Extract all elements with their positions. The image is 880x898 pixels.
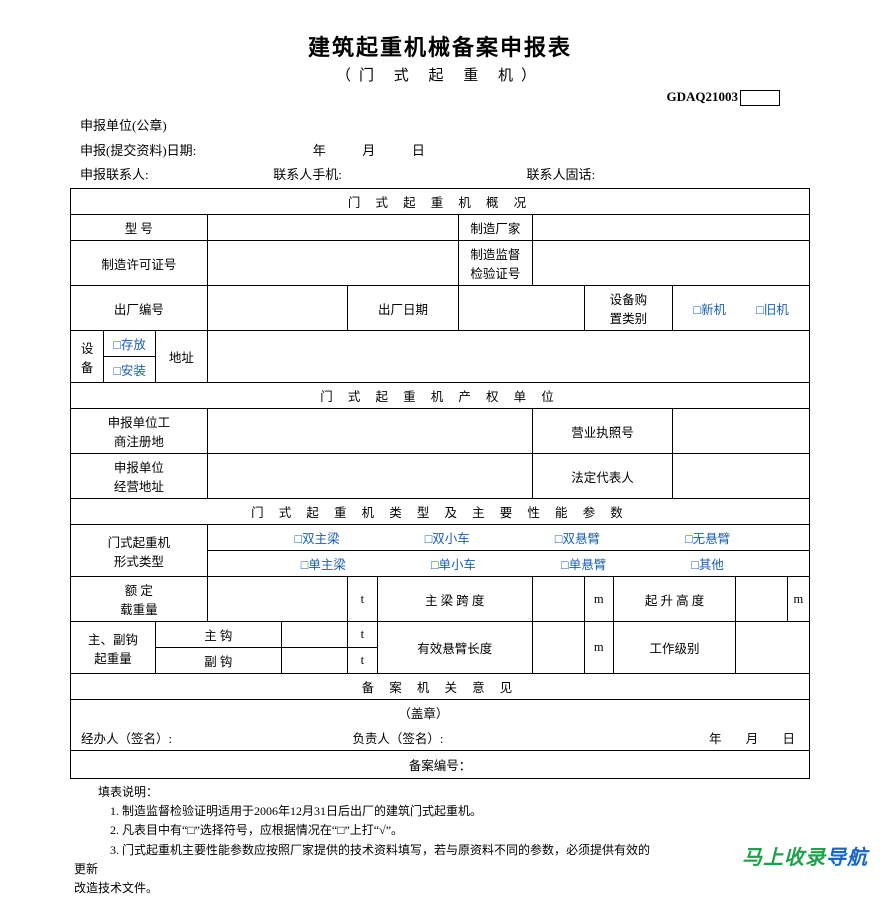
main-form-table: 门 式 起 重 机 概 况 型 号 制造厂家 制造许可证号 制造监督 检验证号 … xyxy=(70,188,810,779)
val-bizaddr[interactable] xyxy=(207,454,532,499)
stamp-label: （盖章） xyxy=(398,707,448,721)
val-auxhook[interactable] xyxy=(281,648,348,674)
opt-store[interactable]: □存放 xyxy=(104,331,156,357)
opt-r2-3[interactable]: □其他 xyxy=(691,554,724,573)
op-day: 日 xyxy=(782,732,795,746)
lbl-lift: 起 升 高 度 xyxy=(614,577,736,622)
lbl-purchase: 设备购 置类别 xyxy=(584,286,673,331)
leader-sign[interactable]: 负责人（签名）: xyxy=(352,728,629,747)
lbl-mainhook: 主 钩 xyxy=(155,622,281,648)
meta-month: 月 xyxy=(362,143,375,158)
meta-year: 年 xyxy=(313,143,326,158)
val-legalrep[interactable] xyxy=(673,454,810,499)
opt-r1-0[interactable]: □双主梁 xyxy=(295,528,340,547)
lbl-address: 地址 xyxy=(155,331,207,383)
note-3a: 3. 门式起重机主要性能参数应按照厂家提供的技术资料填写，若与原资料不同的参数，… xyxy=(74,841,806,860)
lbl-bizlicense: 营业执照号 xyxy=(532,409,672,454)
form-subtitle: （门 式 起 重 机） xyxy=(70,64,810,85)
val-purchase[interactable]: □新机 □旧机 xyxy=(673,286,810,331)
opts-row2[interactable]: □单主梁 □单小车 □单悬臂 □其他 xyxy=(207,551,809,577)
meta-mobile: 联系人手机: xyxy=(273,163,523,188)
form-title: 建筑起重机械备案申报表 xyxy=(70,30,810,62)
val-serial[interactable] xyxy=(207,286,347,331)
lbl-serial: 出厂编号 xyxy=(71,286,208,331)
unit-m2: m xyxy=(787,577,809,622)
lbl-legalrep: 法定代表人 xyxy=(532,454,672,499)
lbl-rated: 额 定 载重量 xyxy=(71,577,208,622)
unit-m3: m xyxy=(584,622,614,674)
opt-r2-2[interactable]: □单悬臂 xyxy=(561,554,606,573)
val-regaddr[interactable] xyxy=(207,409,532,454)
watermark-b: 导航 xyxy=(826,847,868,869)
section-overview: 门 式 起 重 机 概 况 xyxy=(71,189,810,215)
unit-m1: m xyxy=(584,577,614,622)
val-armlen[interactable] xyxy=(532,622,584,674)
lbl-exdate: 出厂日期 xyxy=(348,286,459,331)
note-3b: 更新 xyxy=(74,860,806,879)
lbl-hookload: 主、副钩 起重量 xyxy=(71,622,156,674)
unit-t1: t xyxy=(348,577,378,622)
val-bizlicense[interactable] xyxy=(673,409,810,454)
section-spec: 门 式 起 重 机 类 型 及 主 要 性 能 参 数 xyxy=(71,499,810,525)
lbl-regaddr: 申报单位工 商注册地 xyxy=(71,409,208,454)
meta-contact: 申报联系人: xyxy=(80,163,270,188)
lbl-worklevel: 工作级别 xyxy=(614,622,736,674)
val-rated[interactable] xyxy=(207,577,347,622)
opinion-body[interactable]: （盖章） 经办人（签名）: 负责人（签名）: 年 月 日 xyxy=(71,700,810,751)
opt-old[interactable]: □旧机 xyxy=(756,299,789,318)
lbl-bizaddr: 申报单位 经营地址 xyxy=(71,454,208,499)
lbl-model: 型 号 xyxy=(71,215,208,241)
form-code-box[interactable] xyxy=(740,90,780,106)
opt-r1-2[interactable]: □双悬臂 xyxy=(555,528,600,547)
op-year: 年 xyxy=(709,732,722,746)
opt-new[interactable]: □新机 xyxy=(693,299,726,318)
val-license[interactable] xyxy=(207,241,458,286)
note-3c: 改造技术文件。 xyxy=(74,879,806,898)
unit-t3: t xyxy=(348,648,378,674)
opt-r1-3[interactable]: □无悬臂 xyxy=(685,528,730,547)
section-opinion: 备 案 机 关 意 见 xyxy=(71,674,810,700)
unit-t2: t xyxy=(348,622,378,648)
opt-install[interactable]: □安装 xyxy=(104,357,156,383)
record-no-row[interactable]: 备案编号： xyxy=(71,751,810,779)
form-code-row: GDAQ21003 xyxy=(70,89,810,106)
val-span[interactable] xyxy=(532,577,584,622)
val-worklevel[interactable] xyxy=(735,622,809,674)
meta-phone: 联系人固话: xyxy=(527,163,596,188)
section-owner: 门 式 起 重 机 产 权 单 位 xyxy=(71,383,810,409)
opt-r2-0[interactable]: □单主梁 xyxy=(301,554,346,573)
opt-r1-1[interactable]: □双小车 xyxy=(425,528,470,547)
val-address[interactable] xyxy=(207,331,809,383)
val-model[interactable] xyxy=(207,215,458,241)
record-no-label: 备案编号： xyxy=(409,759,472,773)
lbl-armlen: 有效悬臂长度 xyxy=(377,622,532,674)
val-mainhook[interactable] xyxy=(281,622,348,648)
notes: 填表说明： 1. 制造监督检验证明适用于2006年12月31日后出厂的建筑门式起… xyxy=(70,783,810,898)
note-1: 1. 制造监督检验证明适用于2006年12月31日后出厂的建筑门式起重机。 xyxy=(74,802,806,821)
op-month: 月 xyxy=(746,732,759,746)
lbl-equipment: 设备 xyxy=(71,331,104,383)
watermark-a: 马上收录 xyxy=(742,847,826,869)
lbl-license: 制造许可证号 xyxy=(71,241,208,286)
lbl-formtype: 门式起重机 形式类型 xyxy=(71,525,208,577)
form-code: GDAQ21003 xyxy=(667,89,739,104)
meta-day: 日 xyxy=(412,143,425,158)
lbl-auxhook: 副 钩 xyxy=(155,648,281,674)
meta-unit: 申报单位(公章) xyxy=(80,114,167,139)
watermark: 马上收录导航 xyxy=(742,841,868,870)
val-manufacturer[interactable] xyxy=(532,215,809,241)
meta-date-label: 申报(提交资料)日期: xyxy=(80,139,196,164)
opts-row1[interactable]: □双主梁 □双小车 □双悬臂 □无悬臂 xyxy=(207,525,809,551)
lbl-manufacturer: 制造厂家 xyxy=(458,215,532,241)
note-2: 2. 凡表目中有“□”选择符号，应根据情况在“□”上打“√”。 xyxy=(74,821,806,840)
lbl-span: 主 梁 跨 度 xyxy=(377,577,532,622)
val-lift[interactable] xyxy=(735,577,787,622)
notes-heading: 填表说明： xyxy=(74,783,806,802)
handler-sign[interactable]: 经办人（签名）: xyxy=(75,728,352,747)
opinion-date[interactable]: 年 月 日 xyxy=(630,728,805,747)
val-inspect[interactable] xyxy=(532,241,809,286)
val-exdate[interactable] xyxy=(458,286,584,331)
lbl-inspect: 制造监督 检验证号 xyxy=(458,241,532,286)
opt-r2-1[interactable]: □单小车 xyxy=(431,554,476,573)
